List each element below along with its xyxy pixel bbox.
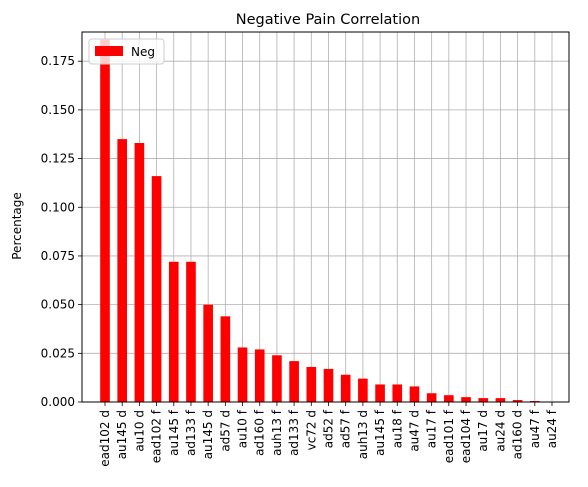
x-tick-label: au145 f bbox=[373, 409, 387, 456]
bar bbox=[289, 361, 299, 402]
y-axis-label: Percentage bbox=[10, 192, 24, 260]
x-tick-label: auh13 f bbox=[270, 409, 284, 456]
y-axis-ticks: 0.000 0.025 0.050 0.075 0.100 0.125 0.150 0.175 bbox=[41, 54, 82, 409]
x-tick-label: ad133 f bbox=[184, 409, 198, 456]
bar bbox=[168, 261, 179, 402]
x-tick-label: ad160 f bbox=[253, 409, 267, 456]
x-tick-label: au47 d bbox=[407, 410, 421, 452]
y-tick-label: 0.175 bbox=[41, 54, 75, 68]
bar bbox=[478, 398, 489, 402]
x-tick-label: au17 f bbox=[425, 409, 439, 448]
x-tick-label: au24 d bbox=[493, 410, 507, 452]
x-tick-label: ad160 d bbox=[511, 410, 525, 459]
x-axis-ticks: ead102 d au145 d au10 d ead102 f au145 f ad13… bbox=[98, 402, 559, 467]
x-tick-label: ead101 f bbox=[442, 409, 456, 463]
bar bbox=[272, 355, 282, 402]
bar bbox=[409, 386, 420, 402]
legend-label: Neg bbox=[131, 45, 155, 59]
x-tick-label: au145 d bbox=[115, 410, 129, 459]
chart-title: Negative Pain Correlation bbox=[236, 12, 420, 28]
y-tick-label: 0.125 bbox=[41, 152, 75, 166]
x-tick-label: au145 f bbox=[167, 409, 181, 456]
x-tick-label: ead104 f bbox=[459, 409, 473, 463]
x-tick-label: au47 f bbox=[528, 409, 542, 448]
bar bbox=[444, 395, 454, 402]
bar bbox=[340, 374, 351, 402]
x-tick-label: au10 f bbox=[236, 409, 250, 448]
bar bbox=[100, 39, 110, 402]
x-tick-label: au10 d bbox=[132, 410, 146, 452]
y-tick-label: 0.075 bbox=[41, 249, 75, 263]
x-tick-label: au18 f bbox=[390, 409, 404, 448]
y-tick-label: 0.000 bbox=[41, 395, 75, 409]
bar bbox=[203, 304, 213, 402]
x-tick-label: au145 d bbox=[201, 410, 215, 459]
legend: Neg bbox=[88, 38, 165, 65]
bars bbox=[100, 39, 557, 402]
y-tick-label: 0.050 bbox=[41, 298, 75, 312]
x-tick-label: ead102 d bbox=[98, 410, 112, 467]
bar bbox=[186, 261, 196, 402]
y-tick-label: 0.100 bbox=[41, 200, 75, 214]
bar bbox=[495, 398, 506, 402]
bar bbox=[358, 378, 368, 402]
x-tick-label: auh13 d bbox=[356, 410, 370, 459]
bar bbox=[461, 397, 471, 402]
bar bbox=[375, 384, 385, 402]
x-tick-label: ad52 f bbox=[322, 409, 336, 448]
bar bbox=[134, 143, 145, 402]
legend-box bbox=[88, 38, 165, 65]
bar bbox=[220, 316, 231, 402]
x-tick-label: ad57 f bbox=[339, 409, 353, 448]
y-tick-label: 0.150 bbox=[41, 103, 75, 117]
x-tick-label: au24 f bbox=[545, 409, 559, 448]
plot-frame bbox=[81, 31, 570, 403]
bar bbox=[237, 347, 248, 402]
x-tick-label: ad57 d bbox=[218, 410, 232, 452]
x-tick-label: ead102 f bbox=[150, 409, 164, 463]
y-tick-label: 0.025 bbox=[41, 346, 75, 360]
bar bbox=[512, 400, 523, 402]
bar bbox=[117, 139, 128, 402]
x-tick-label: vc72 d bbox=[304, 410, 318, 450]
legend-swatch bbox=[95, 46, 123, 56]
bar bbox=[151, 176, 162, 402]
bar bbox=[426, 393, 437, 402]
bar bbox=[392, 384, 403, 402]
bar bbox=[254, 349, 265, 402]
bar bbox=[323, 368, 334, 402]
x-tick-label: ad133 f bbox=[287, 409, 301, 456]
bar bbox=[306, 366, 317, 402]
x-tick-label: au17 d bbox=[476, 410, 490, 452]
